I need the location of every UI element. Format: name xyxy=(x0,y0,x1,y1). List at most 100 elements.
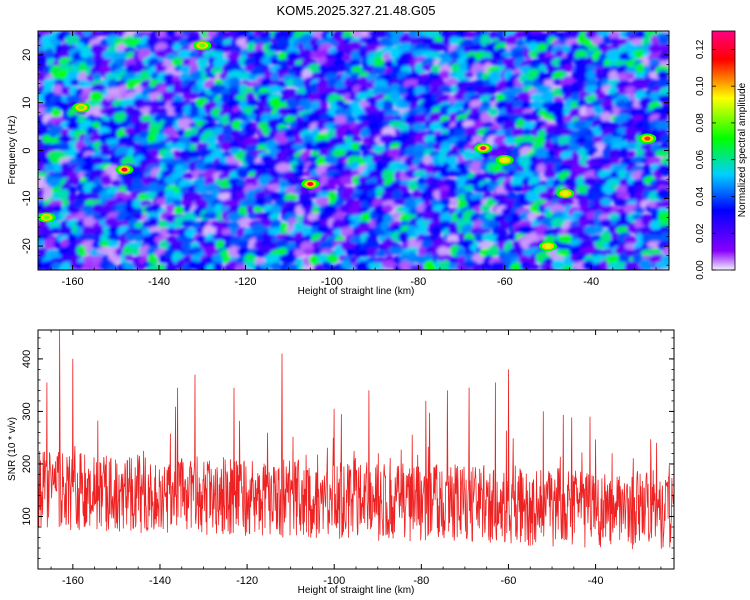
heatmap-y-ticks: -20 -10 0 10 20 xyxy=(21,35,669,266)
heatmap-cell xyxy=(661,254,669,264)
heatmap-cell xyxy=(189,92,199,100)
heatmap-cell xyxy=(228,77,241,90)
snr-panel: -160 -140 -120 -100 -80 -60 -40 100 200 300 400 H… xyxy=(7,329,675,596)
heatmap-cell xyxy=(107,87,122,96)
heatmap-cell xyxy=(59,225,73,236)
heatmap-cell xyxy=(655,121,669,131)
heatmap-cell xyxy=(582,139,600,151)
heatmap-cell xyxy=(144,205,162,214)
heatmap-cell xyxy=(182,84,192,96)
heatmap-cell xyxy=(557,198,575,206)
heatmap-cell xyxy=(89,91,104,102)
heatmap-cell xyxy=(232,119,242,131)
heatmap-cell xyxy=(527,263,540,270)
heatmap-cell xyxy=(173,198,183,208)
y-tick-label: 20 xyxy=(21,49,33,61)
heatmap-cell xyxy=(501,163,518,172)
snr-y-ticks: 100 200 300 400 xyxy=(21,337,674,570)
heatmap-cell xyxy=(510,176,525,188)
snr-x-axis-label: Height of straight line (km) xyxy=(298,585,415,596)
heatmap-cell xyxy=(373,113,386,123)
heatmap-cell xyxy=(659,231,669,244)
heatmap-cell xyxy=(50,227,61,234)
heatmap-cell xyxy=(256,99,269,108)
heatmap-cell xyxy=(469,43,487,53)
heatmap-cell xyxy=(70,79,80,86)
heatmap-cell xyxy=(176,128,187,137)
heatmap-cell xyxy=(165,31,177,38)
heatmap-cell xyxy=(661,133,669,146)
heatmap-cell xyxy=(229,237,242,249)
heatmap-cell xyxy=(317,38,333,46)
heatmap-cell xyxy=(139,137,150,146)
heatmap-cell xyxy=(283,193,298,202)
heatmap-cell xyxy=(111,179,123,188)
heatmap-cell xyxy=(316,119,331,132)
x-tick-label: -140 xyxy=(149,575,171,587)
heatmap-cell xyxy=(403,93,421,104)
y-tick-label: 400 xyxy=(21,350,33,368)
heatmap-cell xyxy=(165,204,176,214)
heatmap-cell xyxy=(657,70,669,80)
heatmap-hotspot xyxy=(43,215,50,220)
heatmap-cell xyxy=(64,34,80,46)
heatmap-cell xyxy=(293,163,307,171)
heatmap-cell xyxy=(85,56,96,68)
heatmap-cell xyxy=(251,223,268,235)
heatmap-cell xyxy=(439,168,451,178)
heatmap-cell xyxy=(655,200,669,208)
heatmap-cell xyxy=(147,132,159,145)
heatmap-cell xyxy=(561,264,573,270)
heatmap-cell xyxy=(174,216,185,228)
heatmap-cell xyxy=(91,121,102,129)
heatmap-cell xyxy=(285,58,296,67)
heatmap-cell xyxy=(625,72,636,80)
heatmap-cell xyxy=(244,153,257,166)
heatmap-cell xyxy=(521,101,534,111)
heatmap-x-ticks: -160 -140 -120 -100 -80 -60 -40 xyxy=(50,31,657,288)
heatmap-cell xyxy=(81,81,95,88)
heatmap-cell xyxy=(188,134,201,144)
heatmap-cell xyxy=(464,71,474,79)
heatmap-cell xyxy=(102,50,113,59)
heatmap-cell xyxy=(228,245,240,258)
heatmap-hotspot xyxy=(78,105,85,110)
heatmap-cell xyxy=(124,254,134,261)
heatmap-cell xyxy=(38,239,47,248)
heatmap-cell xyxy=(464,31,478,38)
heatmap-cell xyxy=(642,233,652,245)
heatmap-cell xyxy=(554,113,566,125)
heatmap-cell xyxy=(635,62,646,74)
heatmap-cell xyxy=(616,191,632,199)
heatmap-cell xyxy=(246,205,255,215)
heatmap-cell xyxy=(325,72,338,81)
heatmap-cell xyxy=(518,225,534,235)
heatmap-cell xyxy=(195,261,209,270)
heatmap-cell xyxy=(357,224,371,236)
heatmap-cell xyxy=(238,240,249,248)
heatmap-cell xyxy=(492,193,510,203)
heatmap-cell xyxy=(147,216,159,229)
heatmap-cell xyxy=(92,105,102,117)
heatmap-hotspot xyxy=(199,43,206,48)
heatmap-cell xyxy=(331,149,350,158)
heatmap-cell xyxy=(656,188,669,201)
heatmap-cell xyxy=(118,220,132,228)
heatmap-cell xyxy=(260,218,274,227)
heatmap-cell xyxy=(53,84,64,96)
heatmap-cell xyxy=(407,238,419,250)
heatmap-hotspot xyxy=(480,146,487,151)
heatmap-cell xyxy=(56,142,72,151)
heatmap-cell xyxy=(504,198,517,209)
heatmap-cell xyxy=(655,78,669,87)
heatmap-cell xyxy=(100,149,112,157)
heatmap-cell xyxy=(162,151,176,160)
heatmap-cell xyxy=(318,100,328,108)
heatmap-cell xyxy=(569,107,583,120)
heatmap-cell xyxy=(456,247,467,259)
heatmap-cell xyxy=(302,265,314,270)
heatmap-cell xyxy=(505,92,516,104)
heatmap-cell xyxy=(213,262,223,270)
heatmap-cell xyxy=(575,185,590,195)
heatmap-cell xyxy=(172,192,185,199)
